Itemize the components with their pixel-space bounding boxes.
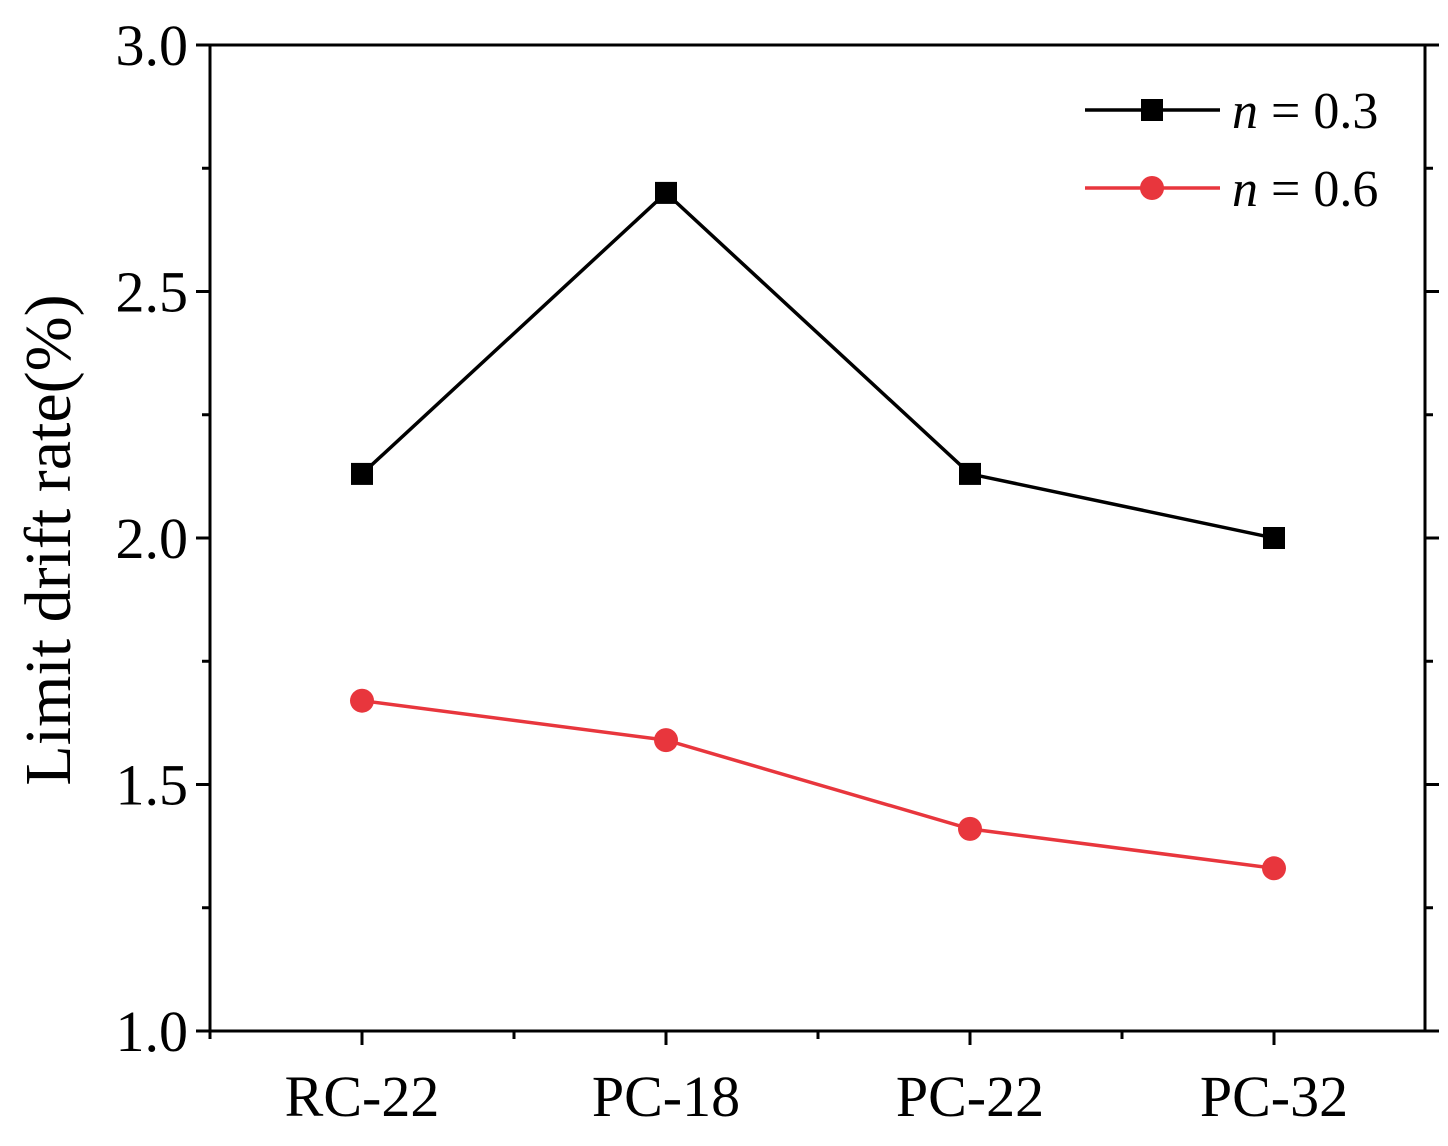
x-tick-label: PC-22 [896, 1064, 1044, 1129]
series-line [361, 698, 1275, 871]
data-point-square [1263, 527, 1285, 549]
y-tick-label: 2.0 [116, 506, 189, 571]
legend-item-2: n = 0.6 [1085, 161, 1378, 218]
legend-item-1: n = 0.3 [1085, 83, 1378, 140]
y-tick-label: 1.5 [116, 753, 189, 818]
data-point-circle [958, 816, 982, 841]
x-tick-label: PC-32 [1200, 1064, 1348, 1129]
data-point-circle [654, 728, 678, 753]
series-1 [351, 181, 1285, 549]
data-point-square [351, 462, 373, 485]
y-tick-label: 3.0 [116, 13, 189, 78]
y-axis-title: Limit drift rate(%) [12, 294, 85, 785]
data-point-circle [1262, 856, 1286, 881]
data-point-square [959, 462, 981, 485]
series-2 [350, 688, 1286, 881]
legend-label: n = 0.3 [1232, 83, 1378, 140]
x-axis: RC-22 PC-18 PC-22 PC-32 [208, 1031, 1348, 1129]
legend-square-marker [1141, 99, 1163, 121]
legend-label: n = 0.6 [1232, 161, 1378, 218]
legend: n = 0.3 n = 0.6 [1085, 83, 1378, 218]
y-tick-label: 1.0 [116, 999, 189, 1064]
data-point-circle [350, 688, 374, 713]
data-point-square [655, 181, 677, 204]
x-tick-label: PC-18 [592, 1064, 740, 1129]
y-axis: 1.0 1.5 2.0 2.5 3.0 [116, 13, 1439, 1064]
series-line [360, 190, 1275, 540]
legend-circle-marker [1140, 176, 1164, 200]
series-layer [350, 181, 1286, 881]
x-tick-label: RC-22 [285, 1064, 440, 1129]
y-tick-label: 2.5 [116, 260, 189, 325]
